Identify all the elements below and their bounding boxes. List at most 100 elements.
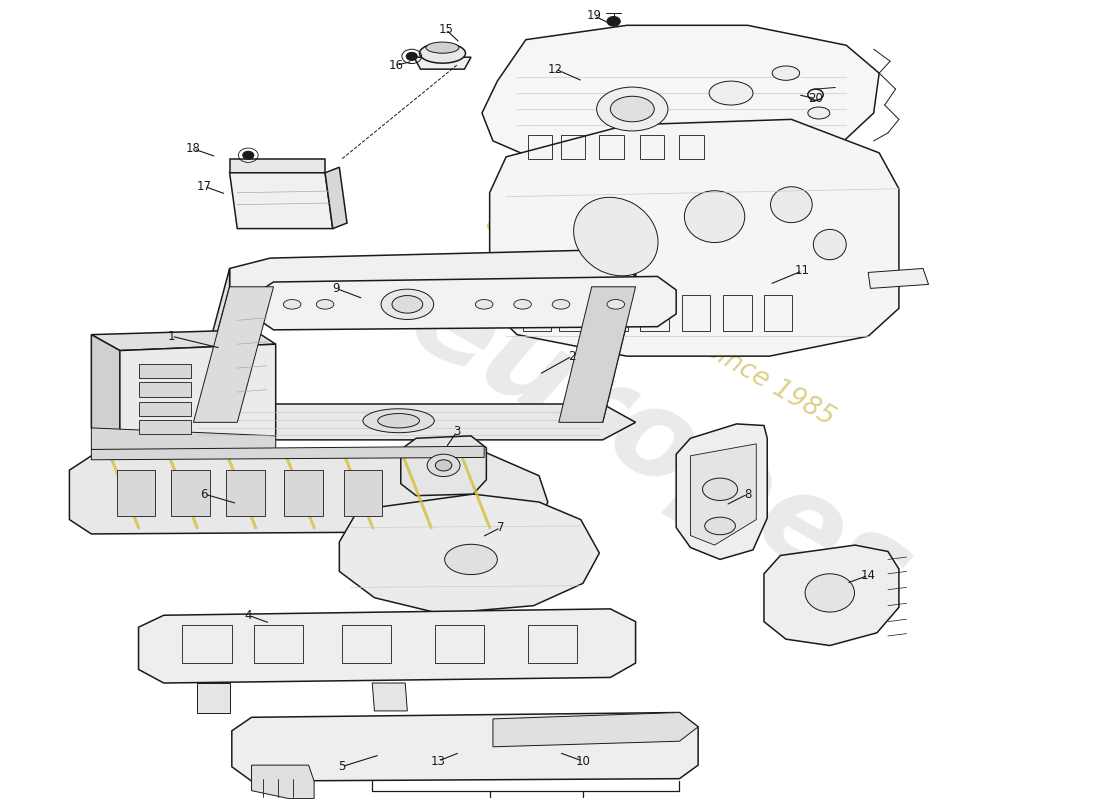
Bar [561,135,585,159]
Ellipse shape [436,460,452,471]
Ellipse shape [805,574,855,612]
Polygon shape [372,683,407,711]
Polygon shape [490,119,899,356]
Bar [640,135,664,159]
Ellipse shape [596,87,668,131]
Bar [559,294,587,330]
Bar [117,470,155,516]
Ellipse shape [377,414,419,428]
Text: 8: 8 [744,487,751,501]
Polygon shape [139,609,636,683]
Ellipse shape [607,299,625,309]
Ellipse shape [807,107,829,119]
Text: 16: 16 [389,58,404,72]
Bar [528,135,552,159]
Ellipse shape [363,409,434,433]
Polygon shape [194,269,230,422]
Polygon shape [91,446,484,460]
Bar [343,470,382,516]
Bar [682,294,711,330]
Polygon shape [559,286,636,422]
Bar [528,625,578,663]
Polygon shape [91,428,276,456]
Ellipse shape [610,96,654,122]
Bar [680,135,704,159]
Polygon shape [194,286,274,422]
Polygon shape [493,713,698,746]
Circle shape [243,151,254,159]
Polygon shape [230,159,326,173]
Text: 12: 12 [548,62,563,76]
Ellipse shape [684,190,745,242]
Bar [285,470,323,516]
Polygon shape [676,424,767,559]
Text: 13: 13 [430,754,446,768]
Text: 15: 15 [438,22,453,36]
Polygon shape [764,545,899,646]
Polygon shape [91,334,120,442]
Ellipse shape [419,43,465,63]
Text: 5: 5 [338,760,345,774]
Text: 4: 4 [244,609,252,622]
Bar [254,625,304,663]
Polygon shape [400,436,486,496]
Ellipse shape [444,544,497,574]
Polygon shape [414,57,471,69]
Polygon shape [69,452,548,534]
Bar [183,625,232,663]
Polygon shape [230,173,332,229]
Text: 17: 17 [197,180,212,193]
Ellipse shape [381,289,433,319]
Bar [522,294,551,330]
Bar [434,625,484,663]
Bar [139,402,191,416]
Ellipse shape [772,66,800,80]
Polygon shape [91,330,276,350]
Text: europes: europes [389,258,931,638]
Ellipse shape [392,295,422,313]
Text: 20: 20 [808,92,823,105]
Circle shape [406,53,417,60]
Bar [139,382,191,397]
Polygon shape [230,250,636,302]
Polygon shape [482,26,879,175]
Polygon shape [339,494,600,614]
Ellipse shape [552,299,570,309]
Text: 10: 10 [575,754,591,768]
Ellipse shape [813,230,846,260]
Polygon shape [232,713,698,781]
Polygon shape [326,167,346,229]
Ellipse shape [703,478,738,501]
Text: a passion for parts since 1985: a passion for parts since 1985 [481,210,838,431]
Ellipse shape [426,42,459,54]
Text: 14: 14 [860,569,876,582]
Polygon shape [868,269,928,288]
Bar [600,294,628,330]
Bar [724,294,752,330]
Ellipse shape [573,198,658,276]
Ellipse shape [284,299,301,309]
Polygon shape [691,444,757,545]
Ellipse shape [427,454,460,477]
Bar [139,364,191,378]
Ellipse shape [710,81,754,105]
Bar [600,135,624,159]
Text: 19: 19 [586,10,602,22]
Ellipse shape [770,186,812,222]
Polygon shape [161,404,636,440]
Bar [227,470,265,516]
Polygon shape [603,269,636,422]
Ellipse shape [514,299,531,309]
Polygon shape [120,344,276,442]
Polygon shape [197,683,230,713]
Text: 2: 2 [569,350,575,362]
Bar [640,294,669,330]
Polygon shape [254,277,676,330]
Ellipse shape [317,299,333,309]
Ellipse shape [475,299,493,309]
Ellipse shape [705,517,736,534]
Text: 3: 3 [453,426,461,438]
Circle shape [607,17,620,26]
Bar [172,470,210,516]
Bar [341,625,390,663]
